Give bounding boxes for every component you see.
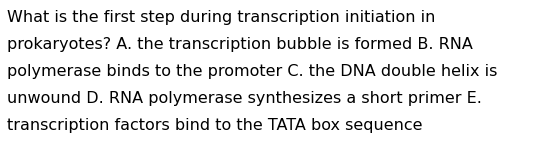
Text: What is the first step during transcription initiation in: What is the first step during transcript… xyxy=(7,10,436,25)
Text: unwound D. RNA polymerase synthesizes a short primer E.: unwound D. RNA polymerase synthesizes a … xyxy=(7,91,482,106)
Text: prokaryotes? A. the transcription bubble is formed B. RNA: prokaryotes? A. the transcription bubble… xyxy=(7,37,473,52)
Text: polymerase binds to the promoter C. the DNA double helix is: polymerase binds to the promoter C. the … xyxy=(7,64,498,79)
Text: transcription factors bind to the TATA box sequence: transcription factors bind to the TATA b… xyxy=(7,118,423,133)
